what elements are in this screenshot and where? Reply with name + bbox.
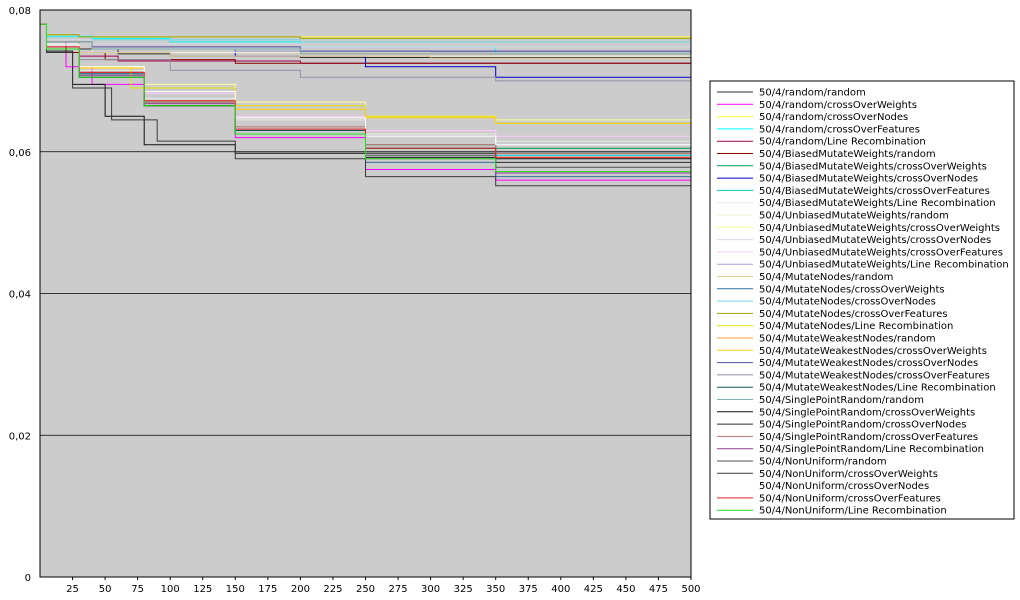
legend-label: 50/4/BiasedMutateWeights/crossOverWeight… <box>759 161 987 172</box>
legend-label: 50/4/MutateNodes/crossOverNodes <box>759 297 936 308</box>
legend-label: 50/4/BiasedMutateWeights/crossOverFeatur… <box>759 186 990 197</box>
x-tick-label: 225 <box>323 584 342 595</box>
legend-label: 50/4/random/crossOverNodes <box>759 112 908 123</box>
legend-label: 50/4/SinglePointRandom/crossOverFeatures <box>759 432 978 443</box>
legend-label: 50/4/UnbiasedMutateWeights/crossOverNode… <box>759 235 991 246</box>
legend-label: 50/4/MutateNodes/crossOverFeatures <box>759 309 948 320</box>
x-tick-label: 325 <box>454 584 473 595</box>
y-tick-label: 0,04 <box>9 290 31 301</box>
legend-label: 50/4/UnbiasedMutateWeights/Line Recombin… <box>759 260 1009 271</box>
legend-label: 50/4/MutateWeakestNodes/crossOverWeights <box>759 346 987 357</box>
x-tick-label: 425 <box>584 584 603 595</box>
x-tick-label: 250 <box>356 584 375 595</box>
legend-label: 50/4/BiasedMutateWeights/Line Recombinat… <box>759 198 996 209</box>
x-tick-label: 300 <box>421 584 440 595</box>
legend-label: 50/4/NonUniform/crossOverFeatures <box>759 493 941 504</box>
legend-label: 50/4/SinglePointRandom/crossOverNodes <box>759 420 966 431</box>
legend-label: 50/4/SinglePointRandom/crossOverWeights <box>759 407 975 418</box>
legend-label: 50/4/random/crossOverWeights <box>759 100 917 111</box>
x-tick-label: 500 <box>681 584 700 595</box>
legend-label: 50/4/MutateWeakestNodes/random <box>759 334 936 345</box>
legend-label: 50/4/UnbiasedMutateWeights/random <box>759 211 949 222</box>
legend-label: 50/4/NonUniform/random <box>759 457 887 468</box>
legend-label: 50/4/UnbiasedMutateWeights/crossOverWeig… <box>759 223 1000 234</box>
series-line <box>40 23 692 151</box>
legend-box <box>709 80 1015 520</box>
legend-label: 50/4/random/crossOverFeatures <box>759 124 920 135</box>
legend-label: 50/4/MutateNodes/crossOverWeights <box>759 284 945 295</box>
x-tick-label: 175 <box>258 584 277 595</box>
legend-label: 50/4/NonUniform/crossOverNodes <box>759 481 929 492</box>
legend-label: 50/4/SinglePointRandom/random <box>759 395 924 406</box>
series-lines <box>40 23 692 191</box>
legend-label: 50/4/random/Line Recombination <box>759 137 926 148</box>
axes: 0 0,02 0,04 0,06 0,08 25 50 75 100 125 150 175 200 22… <box>9 6 701 595</box>
legend-label: 50/4/MutateNodes/random <box>759 272 893 283</box>
x-tick-label: 25 <box>66 584 79 595</box>
y-tick-label: 0 <box>25 573 31 584</box>
x-tick-label: 475 <box>649 584 668 595</box>
legend-label: 50/4/UnbiasedMutateWeights/crossOverFeat… <box>759 247 1003 258</box>
legend-label: 50/4/random/random <box>759 88 866 99</box>
x-tick-label: 75 <box>131 584 144 595</box>
legend-label: 50/4/MutateWeakestNodes/Line Recombinati… <box>759 383 996 394</box>
legend-label: 50/4/MutateNodes/Line Recombination <box>759 321 953 332</box>
x-tick-label: 200 <box>291 584 310 595</box>
legend-label: 50/4/MutateWeakestNodes/crossOverNodes <box>759 358 978 369</box>
x-tick-label: 450 <box>616 584 635 595</box>
legend-label: 50/4/NonUniform/Line Recombination <box>759 506 947 517</box>
legend-label: 50/4/SinglePointRandom/Line Recombinatio… <box>759 444 984 455</box>
x-tick-label: 50 <box>99 584 112 595</box>
legend: 50/4/random/random50/4/random/crossOverW… <box>709 80 1015 520</box>
x-tick-label: 400 <box>551 584 570 595</box>
x-tick-label: 275 <box>389 584 408 595</box>
legend-label: 50/4/BiasedMutateWeights/crossOverNodes <box>759 174 978 185</box>
y-tick-label: 0,02 <box>9 431 31 442</box>
x-tick-label: 150 <box>226 584 245 595</box>
legend-label: 50/4/NonUniform/crossOverWeights <box>759 469 938 480</box>
x-tick-label: 375 <box>519 584 538 595</box>
y-tick-label: 0,06 <box>9 148 31 159</box>
legend-label: 50/4/BiasedMutateWeights/random <box>759 149 936 160</box>
legend-label: 50/4/MutateWeakestNodes/crossOverFeature… <box>759 370 990 381</box>
series-line <box>40 23 692 179</box>
x-tick-label: 125 <box>193 584 212 595</box>
y-tick-label: 0,08 <box>9 6 31 17</box>
series-line <box>40 23 692 191</box>
x-tick-label: 100 <box>161 584 180 595</box>
x-tick-label: 350 <box>486 584 505 595</box>
series-line <box>40 23 692 165</box>
